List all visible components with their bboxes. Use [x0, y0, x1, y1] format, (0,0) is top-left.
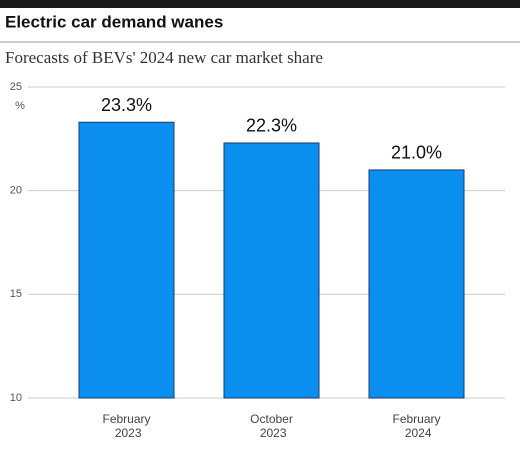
x-tick-label: October 2023 [250, 412, 293, 440]
chart-subtitle: Forecasts of BEVs' 2024 new car market s… [5, 48, 323, 67]
y-tick-label: 20 [10, 185, 22, 197]
value-label: 22.3% [246, 116, 297, 136]
y-tick-label: 25 [10, 81, 22, 93]
x-tick-label: February 2023 [102, 412, 150, 440]
bar [78, 121, 175, 399]
top-bar [0, 0, 520, 8]
y-tick-label: 15 [10, 288, 22, 300]
x-tick-label: February 2024 [392, 412, 440, 440]
y-tick-label: 10 [10, 392, 22, 404]
chart-title: Electric car demand wanes [5, 12, 223, 31]
value-label: 23.3% [101, 95, 152, 115]
value-label: 21.0% [391, 143, 442, 163]
bar [223, 142, 320, 399]
bar [368, 169, 465, 399]
y-unit: % [15, 100, 25, 112]
